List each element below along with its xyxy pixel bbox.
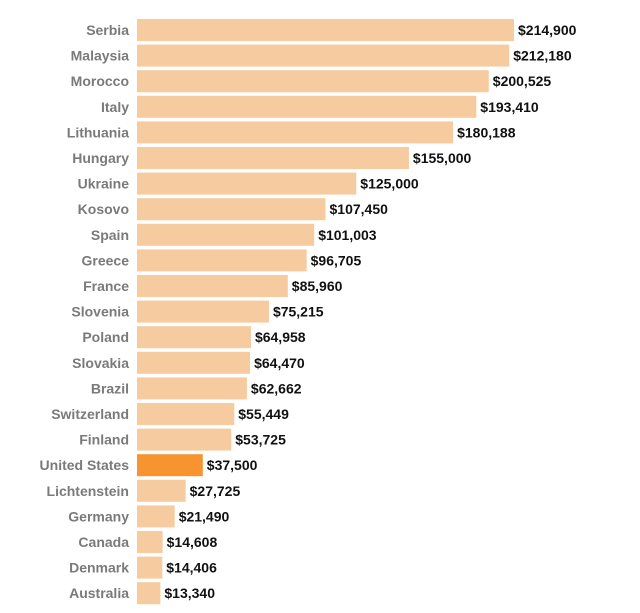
value-label: $53,725: [235, 432, 286, 448]
bar-ukraine: [137, 172, 357, 195]
value-label: $180,188: [457, 124, 516, 140]
category-label: Denmark: [69, 560, 129, 576]
category-label: Spain: [91, 227, 129, 243]
value-label: $64,958: [255, 329, 306, 345]
category-label: Lithuania: [67, 124, 129, 140]
bar-kosovo: [137, 198, 326, 221]
bar-serbia: [137, 19, 514, 41]
value-label: $14,406: [166, 560, 217, 576]
value-label: $37,500: [207, 457, 258, 473]
value-label: $107,450: [330, 201, 389, 217]
bar-canada: [137, 531, 163, 553]
bar-lichtenstein: [137, 479, 186, 502]
bar-germany: [137, 505, 175, 528]
bar-australia: [137, 582, 161, 605]
value-label: $212,180: [513, 48, 572, 64]
value-label: $75,215: [273, 304, 324, 320]
category-label: Switzerland: [51, 406, 129, 422]
category-label: Australia: [69, 585, 129, 601]
value-label: $193,410: [480, 99, 539, 115]
bar-brazil: [137, 377, 247, 400]
value-label: $214,900: [518, 22, 577, 38]
category-label: Finland: [79, 432, 129, 448]
bar-spain: [137, 223, 315, 246]
bar-hungary: [137, 147, 409, 169]
category-label: Germany: [68, 508, 129, 524]
value-label: $85,960: [292, 278, 343, 294]
value-label: $21,490: [179, 508, 230, 524]
category-label: Italy: [101, 99, 129, 115]
category-label: Greece: [82, 252, 130, 268]
value-label: $155,000: [413, 150, 472, 166]
category-label: Morocco: [71, 73, 129, 89]
category-label: Canada: [78, 534, 129, 550]
bar-greece: [137, 249, 307, 272]
value-label: $55,449: [238, 406, 289, 422]
category-label: United States: [40, 457, 130, 473]
bar-slovenia: [137, 300, 269, 323]
category-label: Kosovo: [78, 201, 129, 217]
bar-switzerland: [137, 403, 235, 425]
value-label: $96,705: [311, 252, 362, 268]
category-label: Hungary: [72, 150, 129, 166]
value-label: $125,000: [360, 176, 419, 192]
bar-denmark: [137, 556, 163, 579]
bar-united-states: [137, 454, 203, 477]
bar-malaysia: [137, 44, 510, 67]
category-label: France: [83, 278, 129, 294]
bar-poland: [137, 326, 251, 349]
category-label: Serbia: [86, 22, 129, 38]
category-label: Slovenia: [71, 304, 129, 320]
bar-italy: [137, 95, 477, 118]
bar-finland: [137, 428, 232, 451]
category-label: Slovakia: [72, 355, 129, 371]
value-label: $101,003: [318, 227, 377, 243]
bar-morocco: [137, 70, 489, 93]
bar-slovakia: [137, 351, 251, 374]
value-label: $64,470: [254, 355, 305, 371]
category-label: Ukraine: [78, 176, 130, 192]
category-label: Malaysia: [71, 48, 130, 64]
value-label: $62,662: [251, 380, 302, 396]
bar-france: [137, 275, 288, 297]
bar-lithuania: [137, 121, 454, 144]
value-label: $27,725: [190, 483, 241, 499]
value-label: $14,608: [167, 534, 218, 550]
value-label: $200,525: [493, 73, 552, 89]
category-label: Brazil: [91, 380, 129, 396]
category-label: Poland: [82, 329, 129, 345]
category-label: Lichtenstein: [47, 483, 129, 499]
value-label: $13,340: [164, 585, 215, 601]
